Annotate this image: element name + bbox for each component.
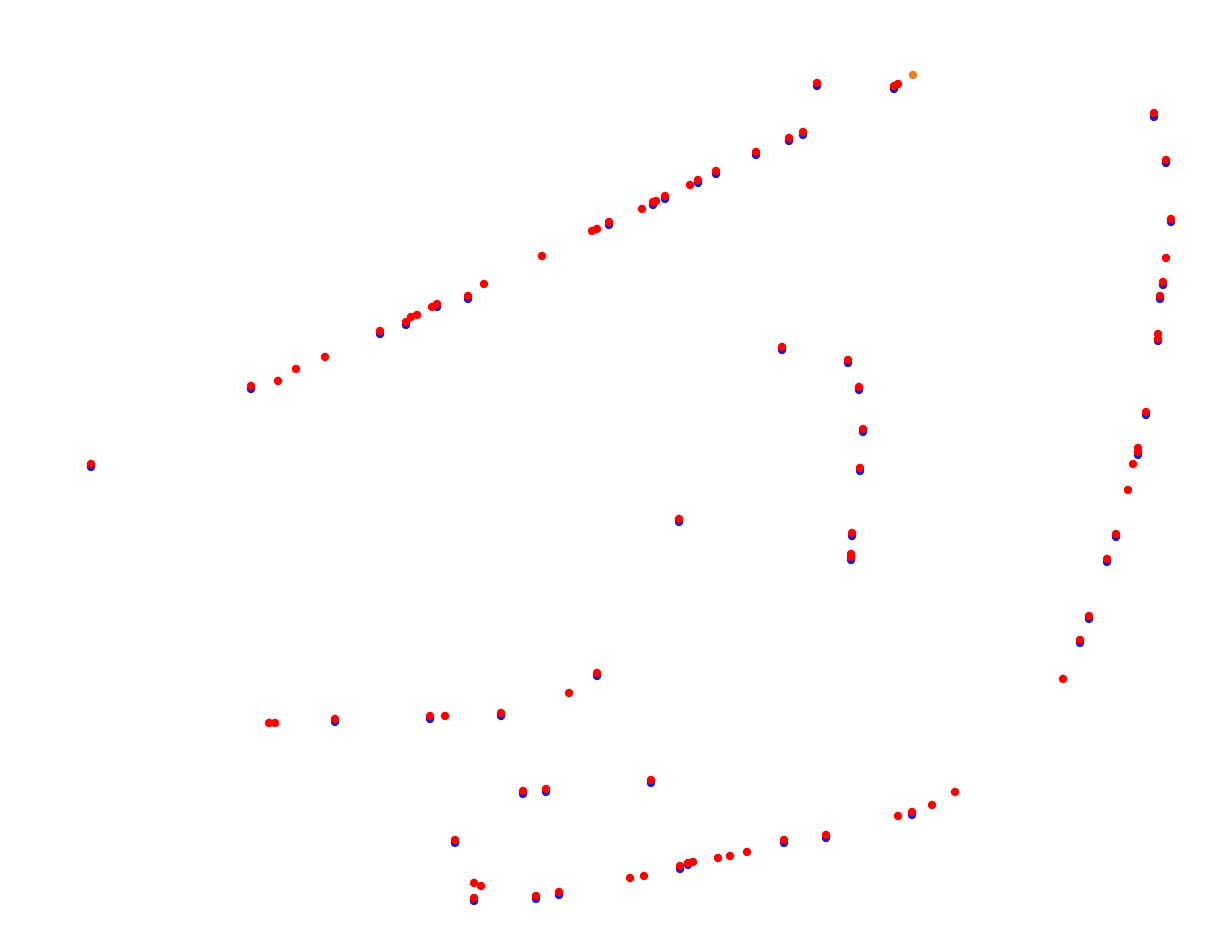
point — [784, 133, 794, 143]
point — [592, 668, 602, 678]
point — [693, 175, 703, 185]
point — [291, 364, 301, 374]
point — [476, 881, 486, 891]
point — [893, 811, 903, 821]
point — [674, 514, 684, 524]
point — [639, 871, 649, 881]
point — [651, 196, 661, 206]
point — [777, 342, 787, 352]
point — [273, 376, 283, 386]
point — [1149, 108, 1159, 118]
point — [554, 887, 564, 897]
point — [625, 873, 635, 883]
point — [1084, 611, 1094, 621]
point — [847, 528, 857, 538]
point — [246, 381, 256, 391]
point — [1155, 291, 1165, 301]
point — [725, 851, 735, 861]
point — [908, 70, 918, 80]
point — [496, 708, 506, 718]
point — [713, 853, 723, 863]
point — [660, 191, 670, 201]
point — [685, 180, 695, 190]
point — [742, 847, 752, 857]
point — [1141, 407, 1151, 417]
point — [450, 835, 460, 845]
point — [1161, 155, 1171, 165]
point — [479, 279, 489, 289]
point — [518, 786, 528, 796]
point — [798, 127, 808, 137]
point — [425, 711, 435, 721]
point — [1133, 447, 1143, 457]
point — [1123, 485, 1133, 495]
point — [637, 204, 647, 214]
point — [531, 891, 541, 901]
point — [711, 166, 721, 176]
point — [264, 718, 274, 728]
point — [412, 310, 422, 320]
point — [646, 775, 656, 785]
point — [86, 459, 96, 469]
point — [1166, 214, 1176, 224]
point — [854, 382, 864, 392]
point — [1161, 253, 1171, 263]
point — [893, 79, 903, 89]
point — [843, 355, 853, 365]
point — [779, 835, 789, 845]
point — [675, 861, 685, 871]
point — [330, 714, 340, 724]
point — [537, 251, 547, 261]
point — [858, 424, 868, 434]
point — [1153, 334, 1163, 344]
point — [950, 787, 960, 797]
point — [469, 893, 479, 903]
point — [927, 800, 937, 810]
point — [812, 78, 822, 88]
point — [1075, 635, 1085, 645]
point — [320, 352, 330, 362]
point — [463, 291, 473, 301]
point — [564, 688, 574, 698]
point — [821, 830, 831, 840]
point — [907, 807, 917, 817]
point — [855, 463, 865, 473]
point — [440, 711, 450, 721]
point — [846, 552, 856, 562]
point — [1158, 277, 1168, 287]
point — [751, 147, 761, 157]
point — [375, 326, 385, 336]
point — [592, 224, 602, 234]
point — [1128, 459, 1138, 469]
point — [1102, 554, 1112, 564]
point — [1111, 529, 1121, 539]
point — [270, 718, 280, 728]
point — [432, 299, 442, 309]
point — [541, 784, 551, 794]
point — [604, 217, 614, 227]
point — [469, 878, 479, 888]
point — [688, 857, 698, 867]
point — [1058, 674, 1068, 684]
